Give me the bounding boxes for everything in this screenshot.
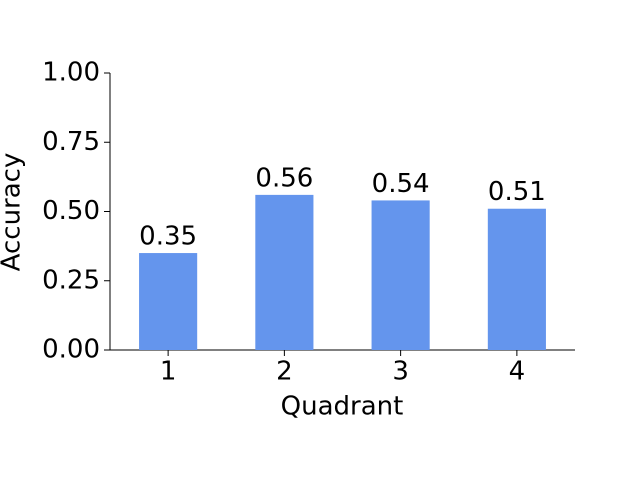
y-tick-label: 0.75 bbox=[42, 127, 100, 157]
value-label: 0.54 bbox=[372, 169, 430, 199]
bar bbox=[139, 253, 198, 350]
x-tick-label: 1 bbox=[160, 357, 177, 387]
x-tick-label: 2 bbox=[276, 357, 293, 387]
y-tick-label: 0.00 bbox=[42, 335, 100, 365]
y-tick-label: 0.25 bbox=[42, 265, 100, 295]
x-tick-label: 4 bbox=[509, 357, 526, 387]
value-label: 0.56 bbox=[255, 163, 313, 193]
x-tick-label: 3 bbox=[392, 357, 409, 387]
x-axis-label: Quadrant bbox=[281, 392, 404, 422]
bar bbox=[255, 194, 314, 350]
y-tick-label: 1.00 bbox=[42, 58, 100, 88]
value-label: 0.51 bbox=[488, 177, 546, 207]
bar bbox=[487, 208, 546, 350]
y-axis-label: Accuracy bbox=[0, 153, 27, 272]
bar bbox=[371, 200, 430, 350]
value-label: 0.35 bbox=[139, 222, 197, 252]
y-tick-label: 0.50 bbox=[42, 196, 100, 226]
